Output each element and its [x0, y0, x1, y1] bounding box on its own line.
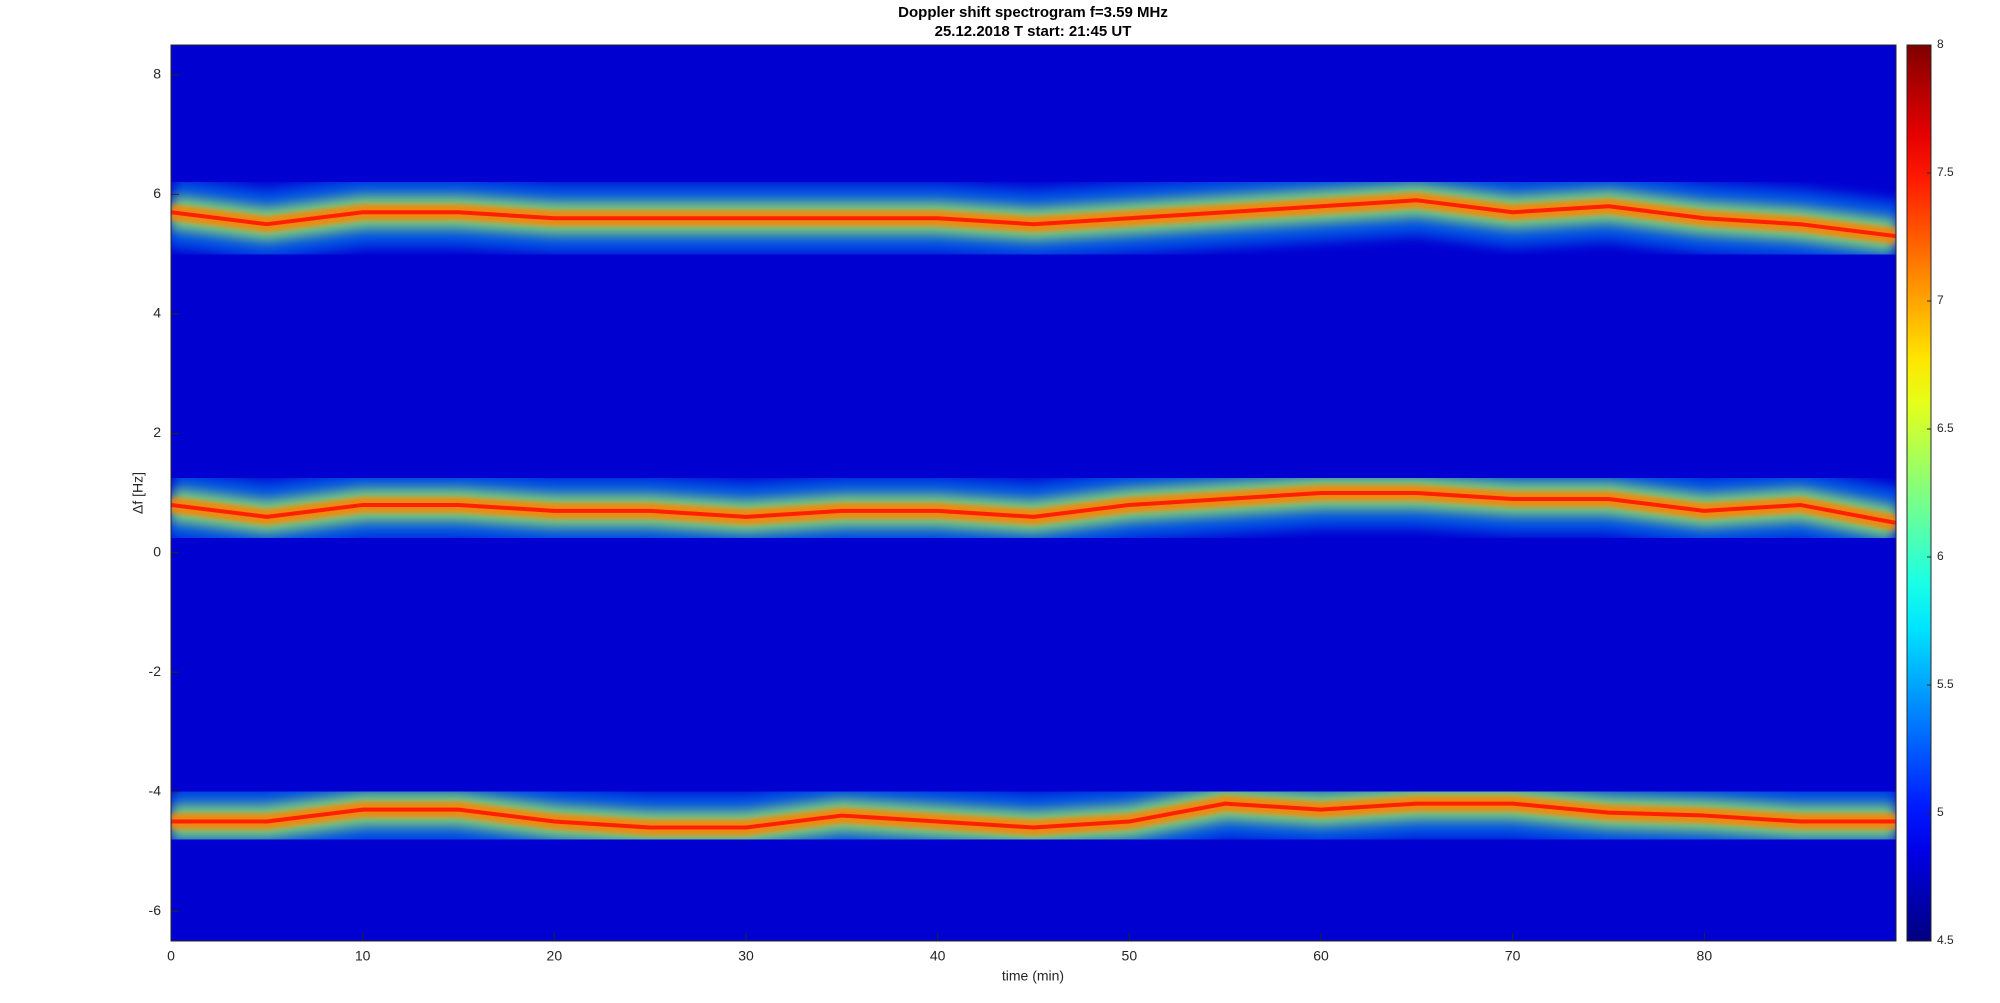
- x-tick-label: 40: [930, 948, 946, 964]
- colorbar: [1906, 44, 1932, 942]
- colorbar-tick-label: 6.5: [1937, 421, 1954, 435]
- trace-ridge: [171, 491, 1896, 525]
- colorbar-tick-label: 6: [1937, 549, 1944, 563]
- trace-ridge: [171, 198, 1896, 239]
- x-tick-label: 30: [738, 948, 754, 964]
- colorbar-tick-label: 5: [1937, 805, 1944, 819]
- y-tick-label: 8: [153, 66, 161, 82]
- x-tick-label: 0: [167, 948, 175, 964]
- y-tick-label: 4: [153, 305, 161, 321]
- x-tick-label: 70: [1505, 948, 1521, 964]
- chart-title: Doppler shift spectrogram f=3.59 MHz: [898, 4, 1168, 21]
- y-tick-label: 6: [153, 185, 161, 201]
- trace-ridge: [171, 801, 1896, 830]
- x-axis-label: time (min): [1002, 968, 1064, 984]
- colorbar-tick-label: 7.5: [1937, 165, 1954, 179]
- y-tick-label: -6: [149, 902, 162, 918]
- x-tick-label: 50: [1122, 948, 1138, 964]
- chart-subtitle: 25.12.2018 T start: 21:45 UT: [935, 23, 1132, 40]
- x-tick-label: 80: [1697, 948, 1713, 964]
- colorbar-tick-label: 4.5: [1937, 933, 1954, 947]
- x-tick-label: 10: [355, 948, 371, 964]
- plot-frame: [170, 44, 1897, 942]
- x-tick-label: 20: [547, 948, 563, 964]
- y-tick-label: -4: [149, 782, 162, 798]
- y-tick-label: -2: [149, 663, 162, 679]
- y-tick-label: 2: [153, 424, 161, 440]
- y-tick-label: 0: [153, 543, 161, 559]
- colorbar-tick-label: 5.5: [1937, 677, 1954, 691]
- x-tick-label: 60: [1313, 948, 1329, 964]
- traces: [171, 165, 1896, 863]
- colorbar-tick-label: 7: [1937, 293, 1944, 307]
- y-axis-label: Δf [Hz]: [130, 472, 146, 514]
- colorbar-tick-label: 8: [1937, 37, 1944, 51]
